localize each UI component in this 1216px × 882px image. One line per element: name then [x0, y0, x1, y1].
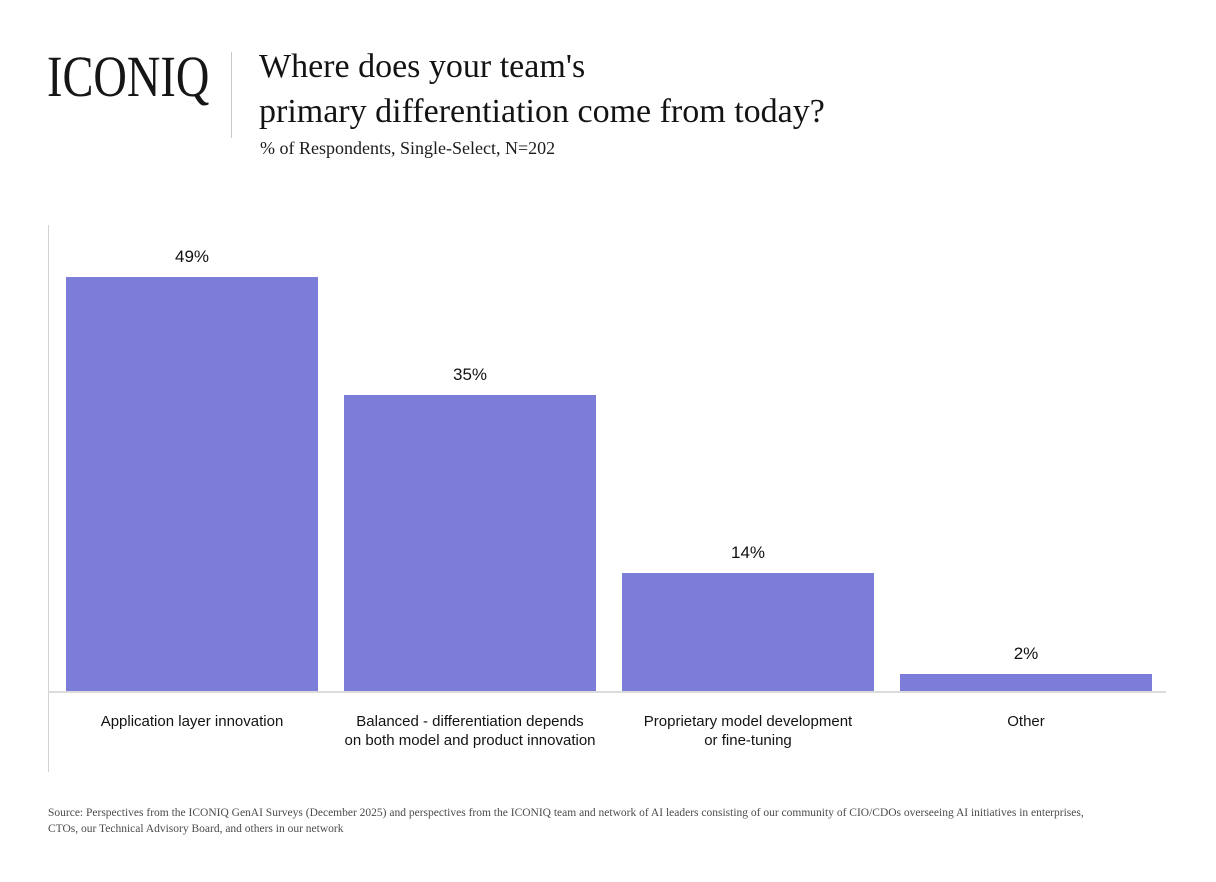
bar-balanced: 35% [344, 365, 596, 691]
x-tick-label-application-layer: Application layer innovation [100, 713, 284, 730]
y-axis-line [48, 225, 49, 772]
bar-group-other: 2% [900, 644, 1152, 691]
bar-proprietary-model: 14% [622, 543, 874, 691]
iconiq-logo: ICONIQ [47, 44, 210, 109]
chart-title: Where does your team's primary different… [259, 48, 825, 130]
bar-value-label: 49% [174, 247, 210, 266]
x-axis-labels: Application layer innovation Balanced - … [56, 712, 1162, 750]
x-axis-baseline [48, 691, 1166, 693]
bar-value-label: 14% [730, 543, 766, 562]
bar-chart: 49% 35% 14% 2% [66, 226, 1152, 691]
bar-value-label: 2% [1013, 644, 1039, 663]
chart-subtitle: % of Respondents, Single-Select, N=202 [260, 138, 556, 158]
bar-group-balanced: 35% [344, 365, 596, 691]
bar-application-layer: 49% [66, 247, 318, 691]
x-tick-label-other: Other [1007, 713, 1045, 730]
x-tick-label-balanced: Balanced - differentiation depends on bo… [344, 713, 596, 749]
bar-other: 2% [900, 644, 1152, 691]
bar-value-label: 35% [452, 365, 488, 384]
header-divider [231, 52, 232, 138]
bar-group-application-layer: 49% [66, 247, 318, 691]
x-tick-label-proprietary-model: Proprietary model development or fine-tu… [643, 713, 853, 749]
bar-group-proprietary-model: 14% [622, 543, 874, 691]
source-note: Source: Perspectives from the ICONIQ Gen… [48, 807, 1084, 835]
